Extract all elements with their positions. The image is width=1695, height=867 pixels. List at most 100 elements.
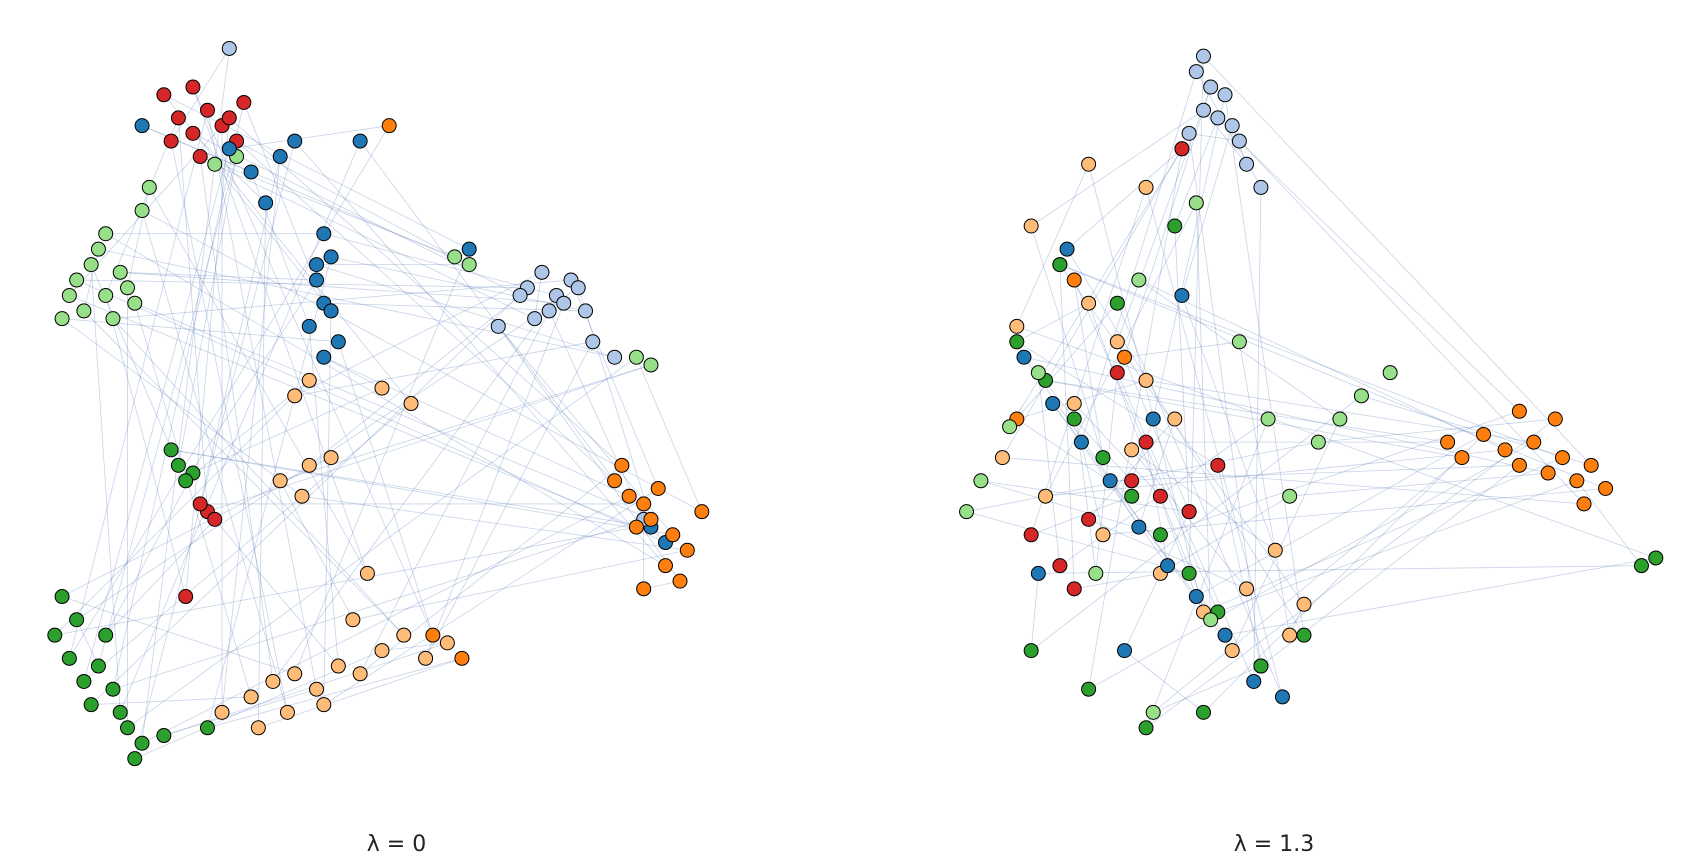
node-point: [1239, 581, 1255, 597]
edge: [214, 519, 339, 667]
edge: [323, 488, 659, 705]
edge: [1088, 148, 1183, 690]
edge: [1188, 56, 1204, 574]
node-point: [76, 303, 92, 319]
edge: [141, 48, 230, 744]
edge: [577, 287, 652, 520]
node-point: [1073, 434, 1089, 450]
edge: [192, 86, 368, 574]
edge: [1188, 56, 1204, 574]
node-point: [1282, 488, 1298, 504]
edge: [1203, 457, 1563, 613]
node-point: [1023, 527, 1039, 543]
node-point: [1224, 643, 1240, 659]
edge: [323, 356, 630, 497]
edge: [636, 357, 703, 512]
node-point: [98, 287, 114, 303]
edge: [1181, 295, 1276, 551]
node-point: [309, 681, 325, 697]
edge: [1088, 518, 1247, 590]
edge: [163, 94, 412, 404]
edge: [54, 526, 637, 636]
edge: [301, 495, 688, 551]
node-point: [1124, 442, 1140, 458]
edge: [207, 657, 463, 729]
edge: [280, 364, 652, 482]
edge: [1116, 372, 1255, 682]
edge: [83, 148, 230, 682]
edge: [127, 356, 637, 729]
edge: [1124, 511, 1190, 651]
edge: [192, 387, 383, 474]
edge: [141, 210, 288, 713]
node-point: [287, 666, 303, 682]
edge: [294, 249, 470, 674]
edge: [359, 140, 615, 481]
node-point: [134, 118, 150, 134]
edge: [163, 94, 470, 250]
node-point: [1231, 334, 1247, 350]
edge: [1116, 303, 1283, 698]
edge: [1045, 449, 1506, 497]
edge: [76, 279, 666, 543]
edge: [1116, 341, 1190, 512]
node-point: [185, 125, 201, 141]
edge: [1189, 132, 1240, 142]
edge: [1038, 565, 1642, 574]
edge: [1066, 248, 1305, 636]
edge: [1231, 418, 1341, 651]
node-point: [1167, 218, 1183, 234]
node-point: [694, 504, 710, 520]
edge: [1059, 264, 1606, 489]
edge: [1116, 303, 1283, 698]
edge: [1088, 303, 1197, 597]
edge: [1030, 187, 1147, 535]
edge: [54, 380, 310, 636]
node-point: [1038, 488, 1054, 504]
edge: [279, 480, 354, 620]
edge: [192, 133, 266, 204]
edge: [83, 148, 230, 682]
edge: [1145, 380, 1534, 443]
edge: [1002, 457, 1585, 505]
node-point: [345, 612, 361, 628]
node-point: [621, 488, 637, 504]
node-point: [192, 496, 208, 512]
edge: [1088, 303, 1197, 597]
edge: [134, 303, 252, 698]
edge: [1030, 573, 1039, 651]
edge: [1145, 187, 1283, 698]
node-point: [1138, 179, 1154, 195]
edge: [83, 403, 412, 682]
edge: [1217, 465, 1262, 667]
node-point: [973, 473, 989, 489]
edge: [309, 295, 521, 466]
node-point: [352, 666, 368, 682]
edge: [534, 272, 543, 319]
edge: [236, 140, 455, 258]
node-point: [163, 442, 179, 458]
node-point: [156, 87, 172, 103]
node-point: [1152, 488, 1168, 504]
edge: [90, 264, 121, 713]
edge: [1030, 573, 1039, 651]
node-point: [461, 257, 477, 273]
node-point: [90, 658, 106, 674]
edge: [199, 156, 274, 682]
edge: [120, 271, 564, 304]
edge: [323, 233, 557, 296]
node-point: [490, 318, 506, 334]
points: [47, 40, 1664, 767]
edge: [1059, 264, 1305, 605]
edge: [548, 310, 645, 520]
edge: [1131, 449, 1276, 551]
edge: [178, 117, 208, 512]
edge: [229, 117, 623, 466]
node-point: [1023, 218, 1039, 234]
node-point: [1188, 64, 1204, 80]
edge: [1030, 395, 1362, 651]
edge: [185, 117, 230, 597]
edge: [141, 495, 630, 744]
node-point: [447, 249, 463, 265]
edge: [1576, 480, 1642, 566]
